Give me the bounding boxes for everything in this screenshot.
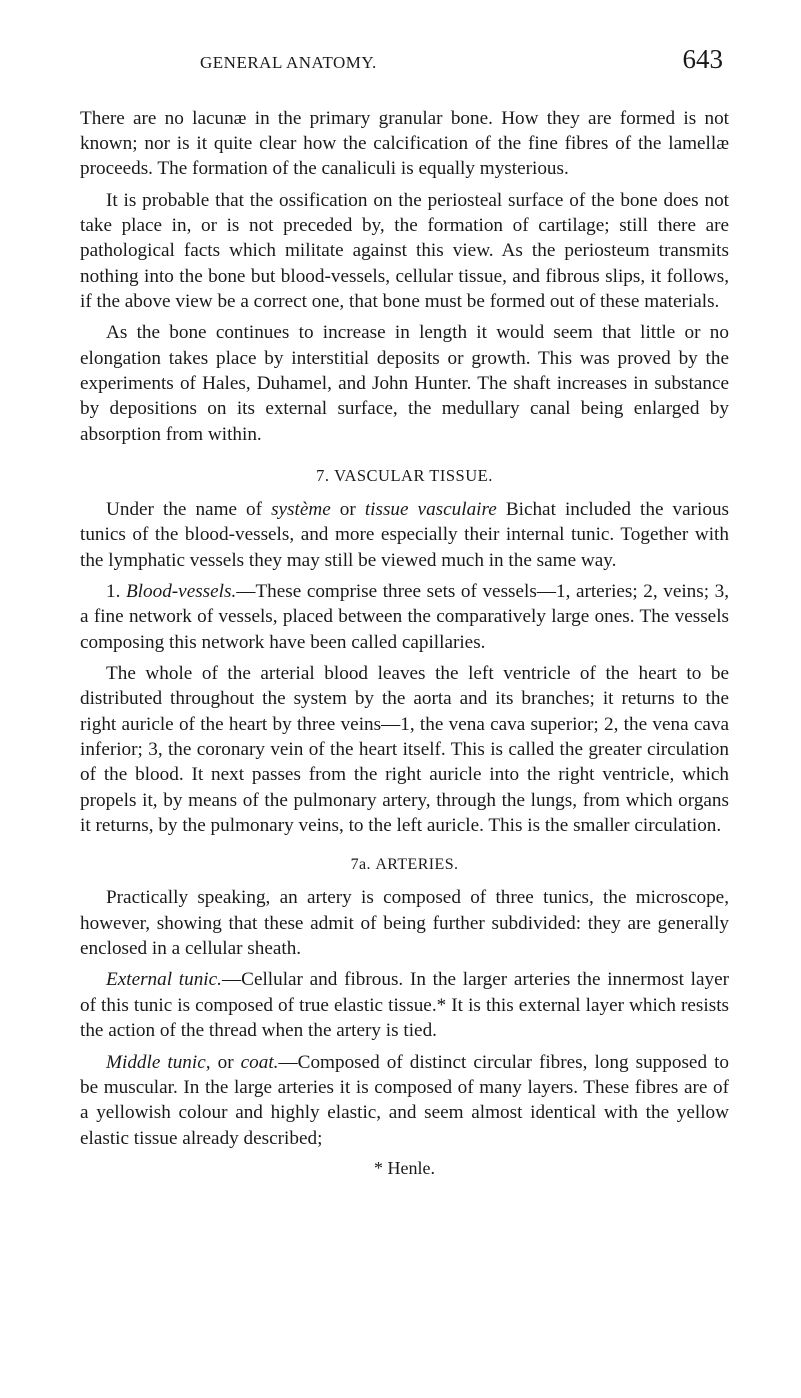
p5-number: 1. [106,581,126,602]
paragraph-5: 1. Blood-vessels.—These comprise three s… [80,579,729,655]
section-7a-heading: 7a. ARTERIES. [80,854,729,875]
p8-italic: External tunic. [106,969,222,990]
paragraph-4: Under the name of système or tissue vasc… [80,497,729,573]
p9-mid: or [211,1052,241,1073]
paragraph-7: Practically speaking, an artery is compo… [80,885,729,961]
paragraph-8: External tunic.—Cellular and fibrous. In… [80,967,729,1043]
page: GENERAL ANATOMY. 643 There are no lacunæ… [0,0,801,1398]
section-7-number: 7. [316,466,329,485]
p9-italic-1: Middle tunic, [106,1052,211,1073]
p4-mid1: or [331,499,365,520]
running-title: GENERAL ANATOMY. [200,52,377,74]
section-7a-title: ARTERIES. [375,856,458,873]
section-7a-number: 7a. [351,856,371,873]
p5-italic: Blood-vessels. [126,581,236,602]
paragraph-3: As the bone continues to increase in len… [80,320,729,447]
paragraph-9: Middle tunic, or coat.—Composed of disti… [80,1050,729,1151]
page-number: 643 [683,42,724,78]
p4-italic-1: système [271,499,331,520]
paragraph-6: The whole of the arterial blood leaves t… [80,661,729,838]
footnote: * Henle. [80,1157,729,1181]
p4-pre: Under the name of [106,499,271,520]
section-7-heading: 7. VASCULAR TISSUE. [80,465,729,487]
paragraph-2: It is probable that the ossification on … [80,188,729,315]
section-7-title: VASCULAR TISSUE. [334,466,493,485]
p9-italic-2: coat. [241,1052,279,1073]
p4-italic-2: tissue vasculaire [365,499,497,520]
paragraph-1: There are no lacunæ in the primary granu… [80,106,729,182]
running-head: GENERAL ANATOMY. 643 [80,42,729,78]
